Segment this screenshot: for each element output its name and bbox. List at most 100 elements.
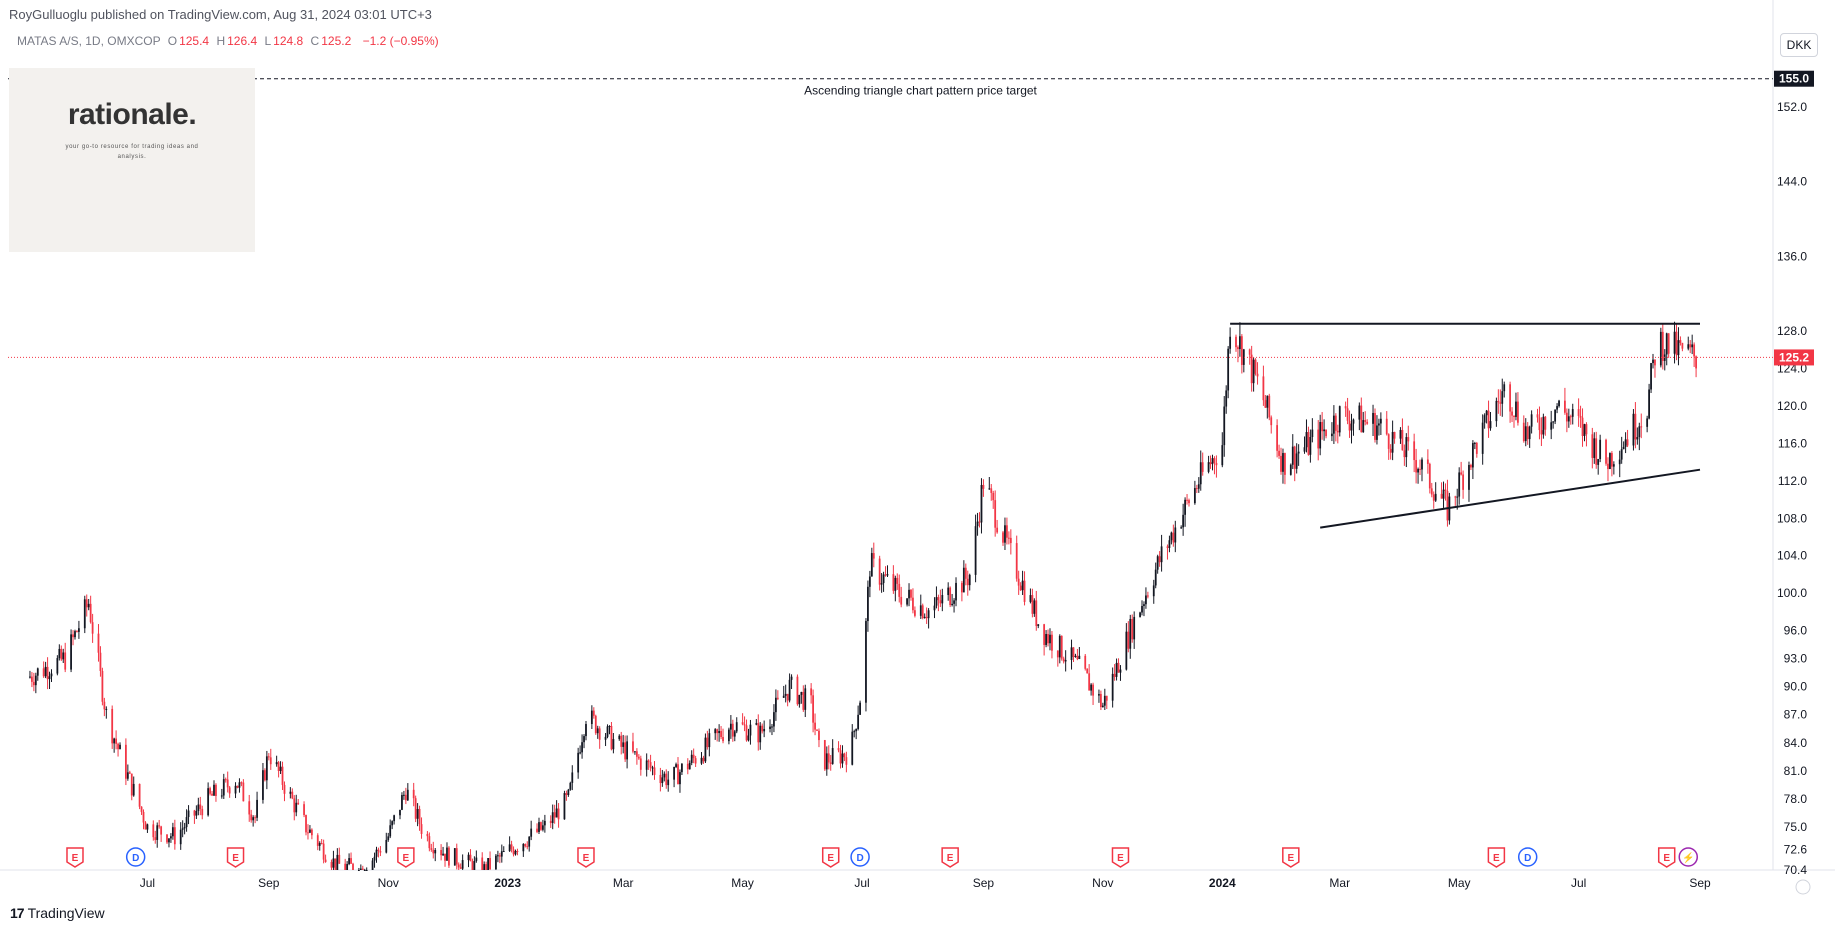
candle-body (776, 697, 779, 699)
event-marker-e-icon[interactable] (941, 847, 959, 868)
candle-body (1654, 359, 1656, 366)
candle-body (483, 864, 486, 870)
candle-body (248, 801, 251, 815)
high-label: H (216, 34, 226, 48)
candle-body (1675, 331, 1678, 356)
candle-body (1511, 411, 1513, 416)
candle-body (1156, 556, 1159, 570)
candle-body (1237, 347, 1239, 350)
candle-body (29, 676, 31, 678)
price-target-tag-value: 155.0 (1779, 72, 1809, 86)
candle-body (1528, 426, 1531, 440)
candle-body (635, 751, 638, 757)
event-marker-s-icon[interactable] (1678, 847, 1699, 867)
candle-body (1522, 422, 1525, 442)
candle-body (966, 578, 969, 586)
y-tick-label: 144.0 (1777, 175, 1807, 189)
candle-body (338, 854, 341, 864)
candle-body (207, 788, 210, 816)
event-marker-d-icon[interactable] (1517, 847, 1538, 867)
candle-body (404, 794, 407, 801)
candle-body (1650, 363, 1652, 390)
event-marker-e-icon[interactable] (226, 847, 245, 868)
currency-button[interactable]: DKK (1780, 33, 1818, 57)
event-marker-e-icon[interactable] (1282, 847, 1300, 868)
support-trendline[interactable] (1320, 468, 1701, 529)
candle-body (168, 838, 170, 843)
candle-body (784, 693, 787, 696)
candle-body (1186, 499, 1188, 501)
candle-body (1213, 458, 1216, 463)
candle-body (581, 742, 583, 753)
candle-body (1485, 410, 1488, 416)
candle-body (1538, 417, 1541, 431)
candle-body (1544, 416, 1547, 430)
candle-body (277, 762, 280, 771)
candle-body (199, 804, 202, 809)
candle-body (1262, 376, 1265, 401)
candle-body (1487, 410, 1490, 429)
candle-body (1415, 460, 1418, 473)
candle-body (1526, 426, 1529, 440)
candle-body (1387, 434, 1390, 449)
candle-body (759, 725, 762, 743)
candle-body (720, 731, 722, 738)
candle-body (555, 808, 558, 818)
candle-body (1311, 429, 1314, 438)
candle-body (1133, 616, 1136, 640)
candle-body (1152, 585, 1155, 597)
candle-body (583, 736, 585, 743)
candle-body (898, 583, 901, 597)
candle-body (1360, 405, 1363, 433)
candle-body (590, 710, 593, 725)
event-marker-e-icon[interactable] (66, 847, 84, 868)
candle-body (495, 855, 497, 870)
candle-body (1407, 437, 1410, 442)
event-marker-e-icon[interactable] (397, 847, 415, 868)
event-marker-d-icon[interactable] (125, 847, 146, 867)
x-tick-label: 2024 (1209, 876, 1236, 890)
candle-body (673, 766, 675, 780)
candle-body (310, 829, 313, 836)
candle-body (293, 798, 296, 813)
candle-body (62, 652, 65, 660)
candle-body (220, 795, 223, 797)
event-marker-e-icon[interactable] (1111, 847, 1130, 868)
tradingview-footer[interactable]: 17 TradingView (10, 905, 105, 921)
candle-body (1634, 413, 1637, 440)
low-label: L (264, 34, 272, 48)
event-marker-e-icon[interactable] (1487, 847, 1506, 868)
candle-body (1609, 453, 1611, 470)
candle-body (1391, 431, 1394, 453)
candle-body (240, 782, 243, 784)
candle-body (612, 739, 615, 750)
candle-body (252, 817, 255, 821)
x-tick-label: Jul (854, 876, 869, 890)
candle-body (440, 849, 443, 856)
candle-body (265, 756, 268, 781)
candle-body (1530, 414, 1533, 427)
axis-settings-icon[interactable] (1795, 879, 1811, 895)
candle-body (336, 854, 339, 870)
candle-body (348, 858, 350, 865)
candle-body (74, 631, 76, 638)
candle-body (1278, 450, 1280, 456)
candle-body (34, 675, 37, 686)
y-tick-label: 72.6 (1784, 842, 1808, 856)
candle-body (829, 762, 832, 764)
event-marker-e-icon[interactable] (821, 847, 840, 868)
candle-body (485, 864, 488, 870)
candle-body (1170, 532, 1173, 541)
candle-body (99, 652, 102, 672)
candle-body (1667, 333, 1670, 354)
candle-body (1583, 424, 1586, 436)
candle-body (982, 484, 985, 489)
event-marker-e-icon[interactable] (577, 847, 595, 868)
event-marker-e-icon[interactable] (1657, 847, 1676, 868)
event-marker-d-icon[interactable] (850, 847, 870, 867)
candle-body (1305, 432, 1308, 448)
candle-body (357, 870, 360, 871)
candle-body (1401, 429, 1404, 451)
candle-body (694, 758, 697, 764)
